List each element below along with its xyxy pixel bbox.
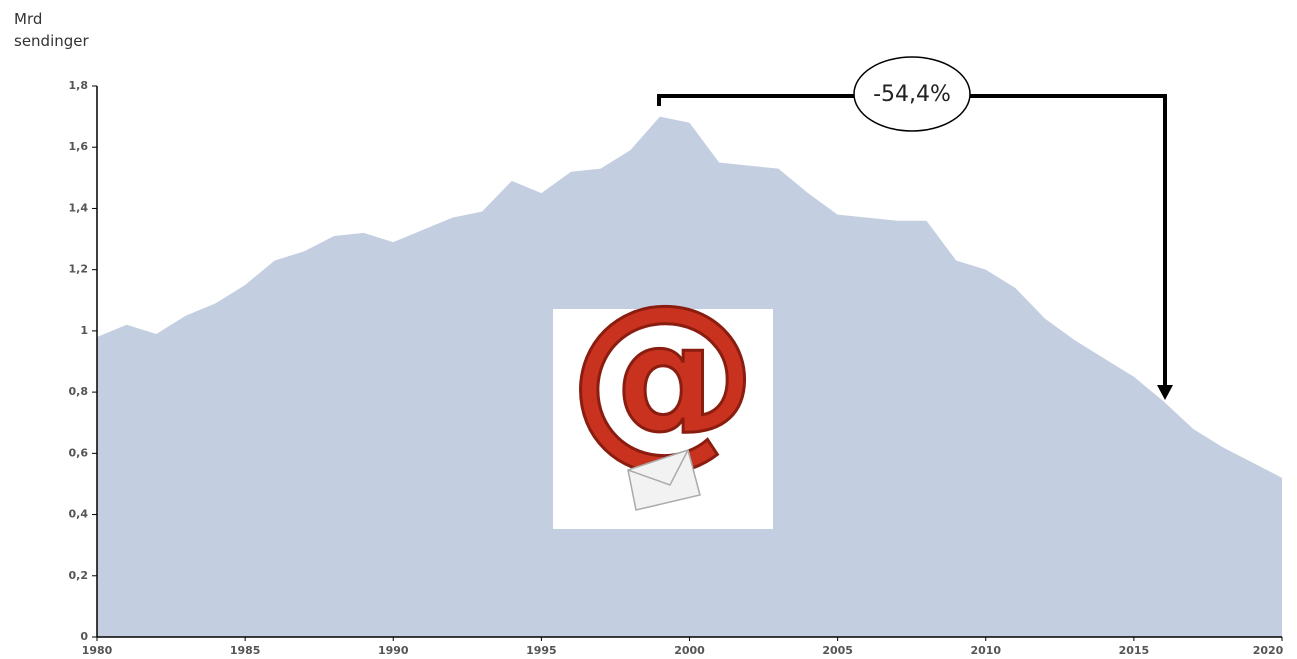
x-tick-label: 1990 (378, 644, 409, 657)
svg-text:@: @ (568, 264, 758, 485)
y-label-line: sendinger (14, 32, 89, 50)
chart: Mrd sendinger 0 0,2 0,4 0,6 0,8 1 1,2 1,4 1,6 1,8… (0, 0, 1297, 659)
y-tick-label: 1,4 (69, 201, 89, 214)
x-tick-label: 2000 (674, 644, 705, 657)
y-tick-label: 0,8 (69, 385, 89, 398)
x-tick-label: 1985 (230, 644, 261, 657)
y-tick-label: 0,2 (69, 569, 89, 582)
icon: @ (553, 264, 773, 529)
y-label-line: Mrd (14, 10, 42, 28)
y-tick-label: 0,6 (69, 446, 89, 459)
y-tick-label: 1 (80, 324, 88, 337)
x-tick-label: 2020 (1253, 644, 1284, 657)
y-tick-label: 1,2 (69, 263, 89, 276)
annotation: -54,4% (873, 82, 951, 107)
x-tick-label: 2015 (1119, 644, 1150, 657)
x-tick-label: 2005 (822, 644, 853, 657)
x-tick-label: 2010 (970, 644, 1001, 657)
y-tick-label: 0 (80, 630, 88, 643)
x-tick-label: 1995 (526, 644, 557, 657)
x-tick-label: 1980 (82, 644, 113, 657)
y-tick-label: 1,6 (69, 140, 89, 153)
y-tick-label: 1,8 (69, 79, 89, 92)
y-tick-label: 0,4 (69, 508, 89, 521)
